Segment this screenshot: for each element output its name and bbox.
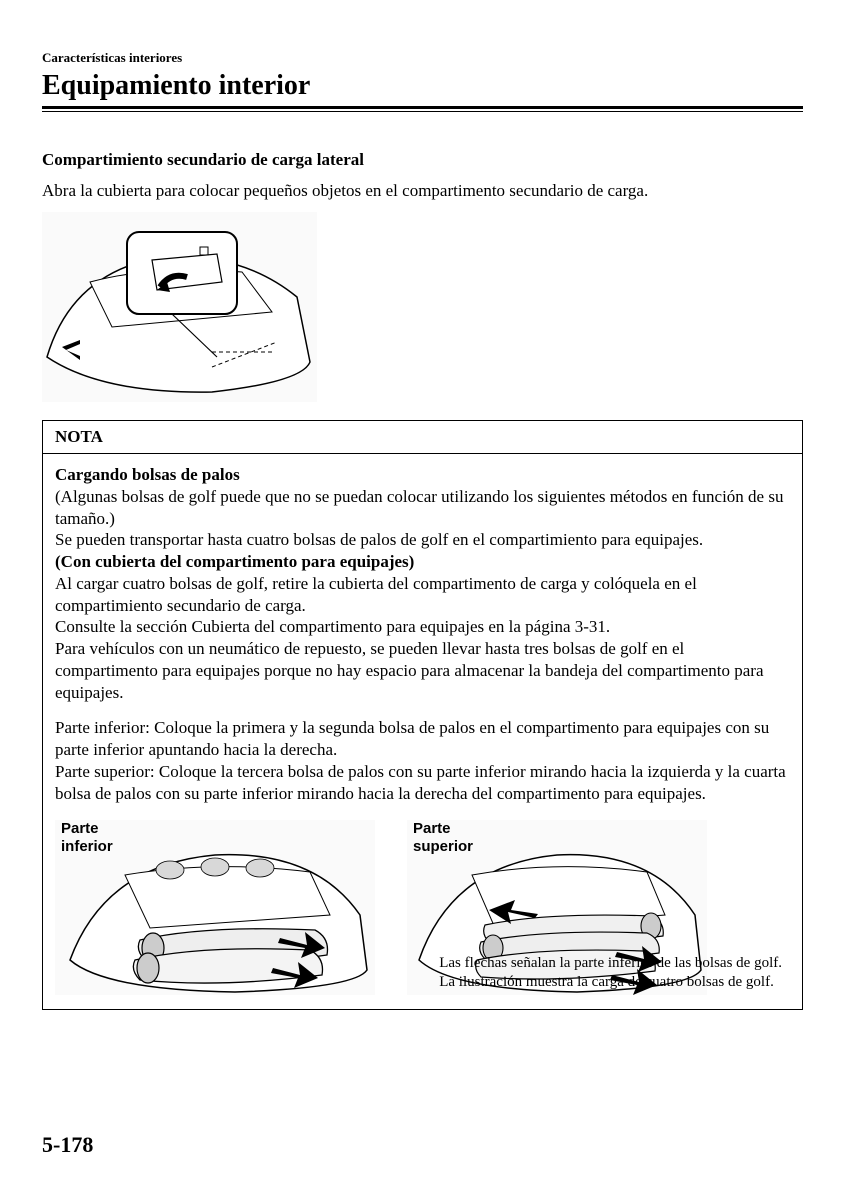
subsection-title: Compartimiento secundario de carga later…: [42, 150, 803, 170]
label-right-2: superior: [413, 838, 473, 855]
nota-p2: Se pueden transportar hasta cuatro bolsa…: [55, 529, 790, 551]
nota-body: Cargando bolsas de palos (Algunas bolsas…: [43, 454, 802, 1009]
nota-p1: (Algunas bolsas de golf puede que no se …: [55, 486, 790, 530]
nota-p3: (Con cubierta del compartimento para equ…: [55, 551, 790, 573]
intro-paragraph: Abra la cubierta para colocar pequeños o…: [42, 180, 803, 202]
nota-subtitle: Cargando bolsas de palos: [55, 464, 790, 486]
nota-p7: Parte inferior: Coloque la primera y la …: [55, 717, 790, 761]
nota-p8: Parte superior: Coloque la tercera bolsa…: [55, 761, 790, 805]
label-parte-superior: Parte superior: [413, 820, 473, 855]
page-number: 5-178: [42, 1132, 93, 1158]
main-content: Compartimiento secundario de carga later…: [42, 150, 803, 1010]
diagram-caption: Las flechas señalan la parte inferior de…: [439, 954, 782, 992]
section-title: Equipamiento interior: [42, 70, 803, 102]
diagram-row: Parte inferior: [55, 820, 790, 995]
header-rule-thick: [42, 106, 803, 109]
page-header: Características interiores Equipamiento …: [42, 50, 803, 112]
nota-label: NOTA: [43, 421, 802, 454]
compartment-illustration: [42, 212, 317, 402]
nota-p5: Consulte la sección Cubierta del compart…: [55, 616, 790, 638]
caption-line-2: La ilustración muestra la carga de cuatr…: [439, 973, 782, 992]
label-right-1: Parte: [413, 820, 451, 837]
caption-line-1: Las flechas señalan la parte inferior de…: [439, 954, 782, 973]
chapter-name: Características interiores: [42, 50, 803, 66]
diagram-left: Parte inferior: [55, 820, 375, 995]
label-left-2: inferior: [61, 838, 113, 855]
header-rule-thin: [42, 111, 803, 112]
nota-p6: Para vehículos con un neumático de repue…: [55, 638, 790, 703]
label-parte-inferior: Parte inferior: [61, 820, 113, 855]
nota-p4: Al cargar cuatro bolsas de golf, retire …: [55, 573, 790, 617]
nota-box: NOTA Cargando bolsas de palos (Algunas b…: [42, 420, 803, 1010]
label-left-1: Parte: [61, 820, 99, 837]
